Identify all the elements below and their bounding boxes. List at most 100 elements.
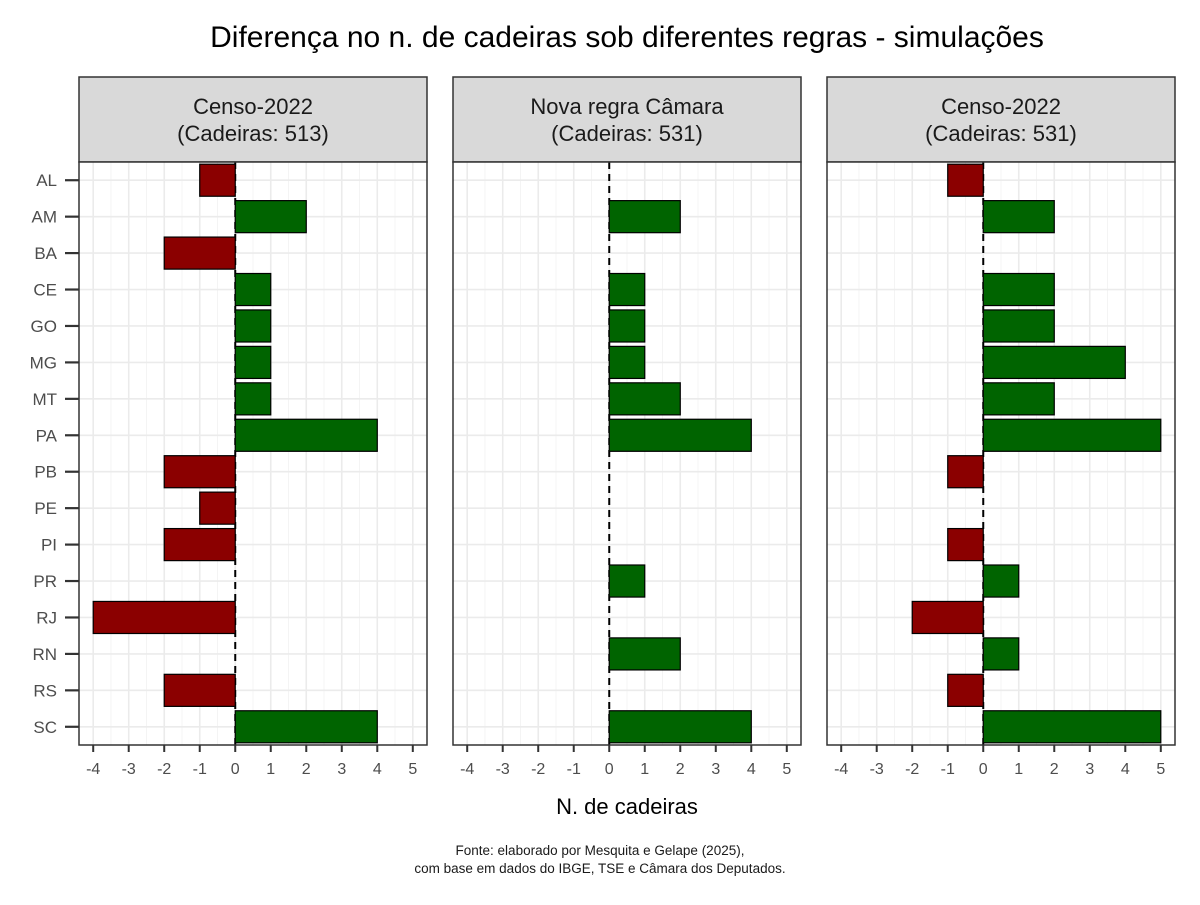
- chart-title: Diferença no n. de cadeiras sob diferent…: [210, 21, 1044, 54]
- strip-label-line-2: (Cadeiras: 531): [551, 121, 703, 146]
- bar-sc: [608, 710, 752, 744]
- x-tick-label: 0: [605, 761, 614, 778]
- bar-am: [234, 200, 307, 234]
- x-tick-label: -1: [941, 761, 955, 778]
- x-tick-label: 3: [337, 761, 346, 778]
- panel-border: [78, 161, 428, 746]
- y-tick-label: AM: [32, 208, 58, 227]
- y-tick-label: GO: [31, 317, 57, 336]
- bar-rj: [911, 600, 984, 635]
- x-tick-label: 5: [782, 761, 791, 778]
- bar-mt: [608, 382, 681, 416]
- x-tick-label: -1: [567, 761, 581, 778]
- x-tick-label: 1: [1014, 761, 1023, 778]
- strip-label-line-2: (Cadeiras: 531): [925, 121, 1077, 146]
- strip-label-line-1: Censo-2022: [193, 94, 313, 119]
- strip-background: [78, 76, 428, 163]
- x-tick-label: 4: [1121, 761, 1130, 778]
- x-tick-label: -3: [496, 761, 510, 778]
- y-tick-label: BA: [34, 244, 57, 263]
- bar-go: [234, 309, 272, 343]
- bar-pr: [982, 564, 1020, 598]
- x-tick-label: -2: [531, 761, 545, 778]
- bar-rn: [982, 637, 1020, 671]
- x-tick-label: 2: [676, 761, 685, 778]
- x-tick-label: 5: [1156, 761, 1165, 778]
- x-tick-label: -3: [122, 761, 136, 778]
- x-tick-label: -4: [460, 761, 474, 778]
- strip-background: [826, 76, 1176, 163]
- panel-1: Censo-2022(Cadeiras: 513) -4 -3 -2 -1 0 1 2 3 4 5: [78, 76, 428, 778]
- x-tick-label: -1: [193, 761, 207, 778]
- panel-2: Nova regra Câmara(Cadeiras: 531) -4 -3 -2 -1…: [452, 76, 802, 778]
- x-tick-label: -2: [157, 761, 171, 778]
- bar-ce: [608, 272, 646, 307]
- caption-line-1: Fonte: elaborado por Mesquita e Gelape (…: [455, 843, 745, 858]
- y-tick-label: RS: [33, 681, 57, 700]
- strip-background: [452, 76, 802, 163]
- strip-label-line-2: (Cadeiras: 513): [177, 121, 329, 146]
- bar-am: [608, 200, 681, 234]
- bar-pe: [199, 491, 236, 525]
- y-tick-label: PI: [41, 536, 57, 555]
- bar-rj: [92, 600, 236, 635]
- y-tick-label: CE: [33, 281, 57, 300]
- x-tick-label: 3: [711, 761, 720, 778]
- y-tick-label: PE: [34, 499, 57, 518]
- panel-3: Censo-2022(Cadeiras: 531) -4 -3 -2 -1 0 1 2 3 4 5: [826, 76, 1176, 778]
- bar-pb: [947, 455, 984, 489]
- x-tick-label: -3: [870, 761, 884, 778]
- y-tick-label: RN: [32, 645, 57, 664]
- bar-pa: [982, 418, 1162, 452]
- bar-mg: [608, 345, 646, 380]
- x-tick-label: 0: [231, 761, 240, 778]
- panel-border: [452, 161, 802, 746]
- strip-label-line-1: Nova regra Câmara: [530, 94, 724, 119]
- bar-go: [608, 309, 646, 343]
- bar-al: [199, 163, 236, 197]
- x-tick-label: 2: [1050, 761, 1059, 778]
- bar-rs: [163, 673, 236, 707]
- bar-pb: [163, 455, 236, 489]
- x-tick-label: -4: [86, 761, 100, 778]
- bar-go: [982, 309, 1055, 343]
- y-tick-label: RJ: [36, 608, 57, 627]
- caption-line-2: com base em dados do IBGE, TSE e Câmara …: [414, 861, 786, 876]
- bar-pi: [947, 527, 984, 562]
- x-tick-label: 5: [408, 761, 417, 778]
- bar-mg: [234, 345, 272, 380]
- x-tick-label: -2: [905, 761, 919, 778]
- y-tick-label: AL: [36, 171, 57, 190]
- x-axis-title: N. de cadeiras: [556, 794, 698, 819]
- bar-ba: [163, 236, 236, 270]
- bar-rs: [947, 673, 984, 707]
- x-tick-label: 3: [1085, 761, 1094, 778]
- y-tick-label: MT: [32, 390, 57, 409]
- bar-pa: [234, 418, 378, 452]
- bar-mg: [982, 345, 1126, 380]
- bar-am: [982, 200, 1055, 234]
- x-tick-label: 1: [266, 761, 275, 778]
- y-axis: AL AM BA CE GO MG MT PA PB PE PI PR RJ RN RS SC: [30, 171, 79, 737]
- bar-sc: [234, 710, 378, 744]
- y-tick-label: SC: [33, 718, 57, 737]
- bar-pi: [163, 527, 236, 562]
- bar-al: [947, 163, 984, 197]
- x-tick-label: 0: [979, 761, 988, 778]
- bar-rn: [608, 637, 681, 671]
- y-tick-label: MG: [30, 353, 57, 372]
- y-tick-label: PA: [36, 426, 58, 445]
- x-tick-label: 1: [640, 761, 649, 778]
- bar-pr: [608, 564, 646, 598]
- strip-label-line-1: Censo-2022: [941, 94, 1061, 119]
- y-tick-label: PR: [33, 572, 57, 591]
- x-tick-label: 4: [747, 761, 756, 778]
- x-tick-label: 2: [302, 761, 311, 778]
- panel-border: [826, 161, 1176, 746]
- bar-mt: [982, 382, 1055, 416]
- bar-pa: [608, 418, 752, 452]
- x-tick-label: -4: [834, 761, 848, 778]
- bar-ce: [234, 272, 272, 307]
